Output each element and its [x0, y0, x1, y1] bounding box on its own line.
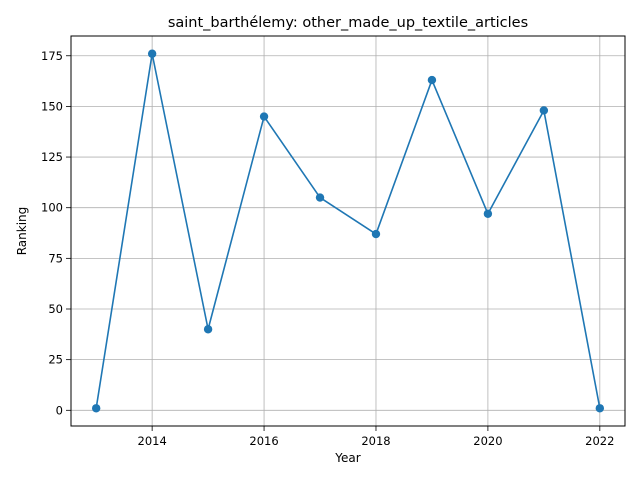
y-tick-label: 175 — [41, 49, 63, 63]
data-point — [539, 106, 549, 115]
data-point — [483, 209, 493, 218]
data-point — [91, 404, 101, 413]
data-point — [371, 229, 381, 239]
plot-frame — [70, 35, 626, 427]
series-line — [95, 52, 601, 409]
x-tick-label: 2022 — [585, 434, 614, 448]
y-tick-label: 75 — [48, 251, 63, 265]
y-tick-label: 100 — [41, 201, 63, 215]
y-axis-label: Ranking — [15, 207, 29, 256]
data-point — [595, 404, 605, 413]
data-point — [147, 49, 157, 58]
x-tick-label: 2016 — [249, 434, 278, 448]
x-tick-label: 2020 — [473, 434, 502, 448]
x-tick-label: 2018 — [361, 434, 390, 448]
data-point — [427, 75, 437, 85]
chart-title: saint_barthélemy: other_made_up_textile_… — [168, 15, 528, 31]
y-tick-label: 150 — [41, 99, 63, 113]
axis-ticks: 2014 2016 2018 2020 2022 0 25 50 75 100 125 150 175 — [41, 49, 614, 448]
x-tick-label: 2014 — [138, 434, 167, 448]
data-point — [259, 112, 269, 121]
y-tick-label: 125 — [41, 150, 63, 164]
x-axis-label: Year — [334, 451, 360, 465]
y-tick-label: 25 — [48, 353, 63, 367]
data-point — [203, 325, 213, 334]
series-layer — [91, 49, 605, 413]
y-tick-label: 0 — [56, 403, 63, 417]
y-tick-label: 50 — [48, 302, 63, 316]
data-point — [315, 193, 325, 202]
